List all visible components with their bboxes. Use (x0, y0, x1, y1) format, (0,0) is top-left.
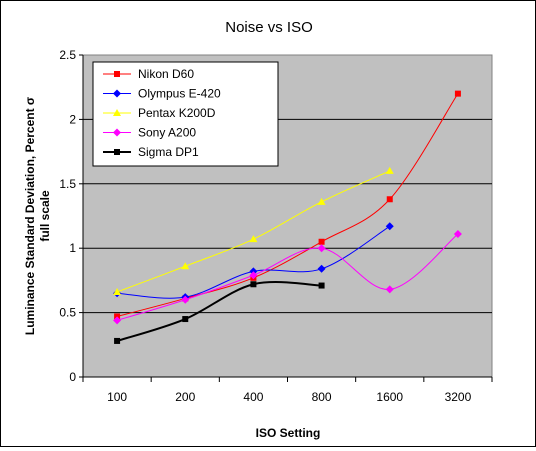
chart-title: Noise vs ISO (225, 19, 313, 36)
legend-entry-nikon-d60: Nikon D60 (103, 67, 194, 81)
legend: Nikon D60 Olympus E-420 Pentax K200D Sony A… (92, 61, 279, 167)
data-point (181, 262, 190, 270)
y-axis-title-line-1: Luminance Standard Deviation, Percent σ (23, 97, 37, 335)
legend-entry-pentax-k200d: Pentax K200D (103, 106, 216, 120)
y-tick-label: 1.5 (59, 177, 76, 191)
x-tick-label: 200 (175, 390, 195, 404)
data-point (385, 166, 394, 174)
series-group (113, 90, 462, 344)
x-tick-label: 800 (312, 390, 332, 404)
legend-entry-olympus-e-420: Olympus E-420 (103, 87, 221, 101)
legend-marker (113, 128, 121, 137)
legend-label: Nikon D60 (138, 67, 194, 81)
legend-entry-sony-a200: Sony A200 (103, 126, 196, 140)
series-pentax-k200d (113, 166, 394, 295)
data-point (453, 230, 462, 239)
y-axis: 0 0.5 1 1.5 2 2.5 (59, 48, 84, 384)
legend-box (92, 61, 279, 167)
legend-label: Sigma DP1 (138, 145, 199, 159)
y-tick-label: 1 (69, 241, 76, 255)
data-point (386, 196, 393, 203)
data-point (113, 316, 122, 325)
legend-marker (114, 149, 120, 155)
data-point (113, 287, 122, 295)
series-line (116, 233, 459, 321)
series-sigma-dp1 (114, 281, 325, 344)
legend-label: Pentax K200D (138, 106, 216, 120)
legend-marker (113, 89, 121, 98)
y-tick-label: 2.5 (59, 48, 76, 62)
x-tick-label: 3200 (445, 390, 472, 404)
data-point (318, 238, 325, 245)
data-point (317, 244, 326, 253)
gridlines (83, 118, 492, 314)
data-point (385, 222, 394, 231)
y-tick-label: 2 (69, 112, 76, 126)
x-axis: 100 200 400 800 1600 3200 (82, 376, 493, 404)
y-axis-title-line-2: full scale (38, 190, 52, 242)
legend-label: Sony A200 (138, 126, 196, 140)
data-point (317, 197, 326, 205)
x-tick-label: 1600 (376, 390, 403, 404)
x-axis-title: ISO Setting (256, 426, 321, 440)
data-point (182, 316, 189, 323)
series-line (116, 281, 322, 342)
data-point (181, 295, 190, 304)
data-point (318, 282, 325, 289)
x-tick-label: 400 (243, 390, 263, 404)
data-point (317, 264, 326, 273)
data-point (249, 235, 258, 243)
legend-label: Olympus E-420 (138, 87, 221, 101)
legend-marker (113, 109, 121, 116)
y-tick-label: 0.5 (59, 306, 76, 320)
y-tick-label: 0 (69, 370, 76, 384)
data-point (385, 285, 394, 294)
x-tick-label: 100 (107, 390, 127, 404)
data-point (250, 281, 257, 288)
legend-marker (114, 71, 120, 77)
data-point (114, 337, 121, 344)
data-point (454, 90, 461, 97)
legend-entry-sigma-dp1: Sigma DP1 (103, 145, 199, 159)
series-sony-a200 (113, 230, 462, 325)
data-point (249, 271, 258, 280)
